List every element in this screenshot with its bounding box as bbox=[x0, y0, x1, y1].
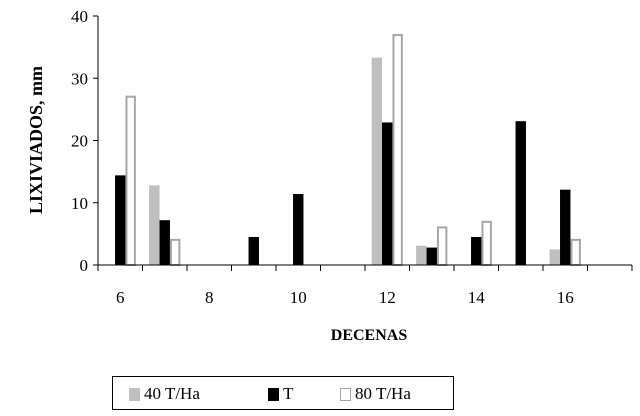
bar-80-t-ha bbox=[125, 95, 136, 267]
bar-40-t-ha bbox=[416, 245, 427, 265]
x-tick-label: 10 bbox=[290, 288, 307, 307]
bar-80-t-ha bbox=[570, 238, 581, 266]
x-tick-label: 12 bbox=[379, 288, 396, 307]
bar-t bbox=[248, 236, 259, 265]
legend-swatch-80tha bbox=[340, 387, 351, 401]
x-tick-label: 16 bbox=[557, 288, 574, 307]
x-tick-label: 14 bbox=[468, 288, 486, 307]
x-axis-ticks: 6 8 10 12 14 16 bbox=[97, 265, 633, 307]
legend-label-t: T bbox=[283, 384, 294, 403]
bar-t bbox=[115, 175, 126, 265]
bar-40-t-ha bbox=[371, 57, 383, 265]
bar-t bbox=[382, 122, 393, 265]
bar-80-t-ha bbox=[436, 226, 448, 266]
y-tick-label: 10 bbox=[71, 194, 88, 213]
legend-item-80tha: 80 T/Ha bbox=[340, 384, 411, 404]
legend-item-t: T bbox=[268, 384, 293, 404]
x-tick-label: 8 bbox=[205, 288, 214, 307]
bar-80-t-ha bbox=[392, 34, 403, 266]
y-axis-label: LIXIVIADOS, mm bbox=[26, 66, 46, 214]
x-tick-label: 6 bbox=[116, 288, 125, 307]
chart-legend: 40 T/Ha T 80 T/Ha bbox=[112, 376, 454, 410]
bar-t bbox=[560, 189, 571, 265]
x-axis-label: DECENAS bbox=[331, 327, 408, 344]
bar-t bbox=[515, 121, 526, 265]
bar-t bbox=[426, 247, 437, 265]
bar-80-t-ha bbox=[169, 238, 181, 266]
bar-chart: 0 10 20 30 40 6 8 10 12 14 16 LIXIVIADOS, mm DECE… bbox=[26, 7, 633, 344]
y-tick-label: 20 bbox=[71, 132, 88, 151]
legend-swatch-40tha bbox=[129, 387, 140, 401]
bar-t bbox=[293, 194, 304, 265]
y-axis-ticks: 0 10 20 30 40 bbox=[71, 7, 98, 275]
bar-80-t-ha bbox=[481, 220, 492, 267]
bar-t bbox=[159, 220, 170, 265]
legend-label-40tha: 40 T/Ha bbox=[144, 384, 200, 403]
y-tick-label: 40 bbox=[71, 7, 88, 26]
legend-swatch-t bbox=[268, 387, 279, 401]
legend-label-80tha: 80 T/Ha bbox=[355, 384, 411, 403]
bar-t bbox=[471, 236, 482, 265]
bar-40-t-ha bbox=[549, 249, 561, 265]
bar-40-t-ha bbox=[149, 185, 160, 265]
y-tick-label: 0 bbox=[80, 256, 89, 275]
bars-group bbox=[115, 34, 581, 267]
y-tick-label: 30 bbox=[71, 69, 88, 88]
legend-item-40tha: 40 T/Ha bbox=[129, 384, 200, 404]
